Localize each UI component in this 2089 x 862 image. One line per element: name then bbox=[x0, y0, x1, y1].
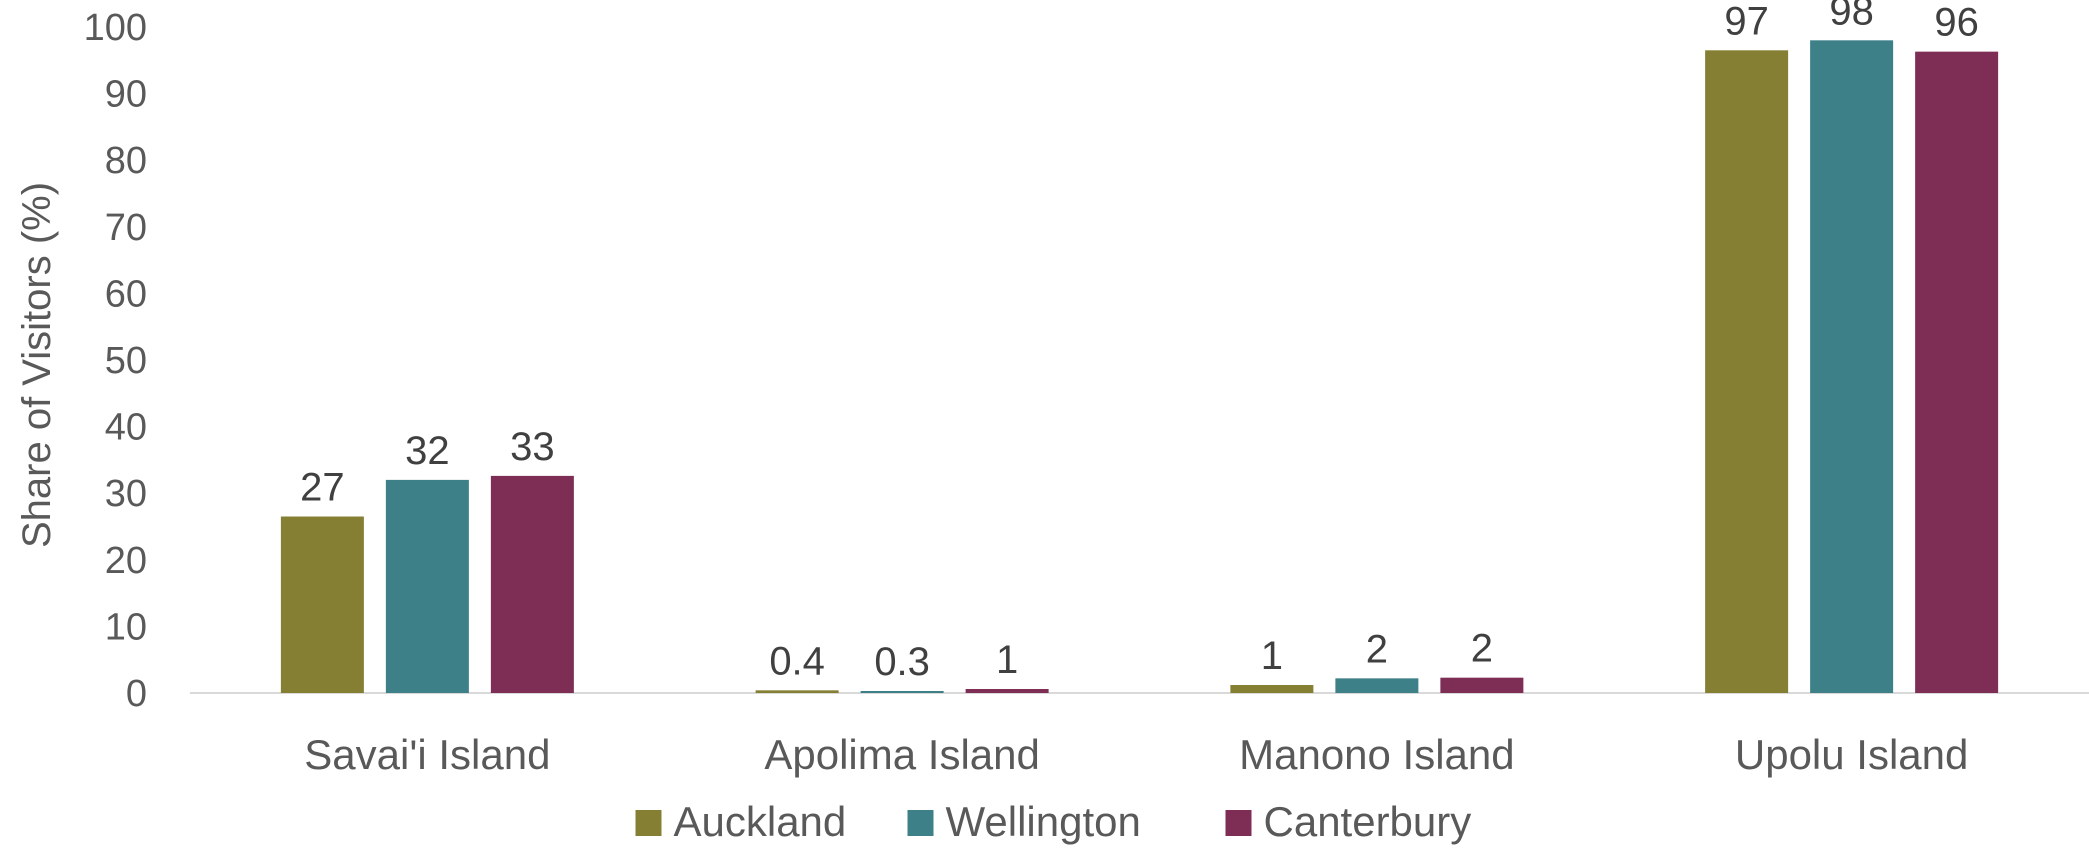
bar-canterbury bbox=[1915, 51, 1999, 694]
bar-canterbury bbox=[965, 689, 1049, 693]
category-labels-group: Savai'i Island Apolima Island Manono Islan… bbox=[304, 731, 1968, 778]
y-tick-label: 80 bbox=[105, 140, 147, 182]
y-tick-label: 0 bbox=[126, 673, 147, 715]
legend-swatch-wellington bbox=[907, 810, 934, 836]
y-tick-label: 70 bbox=[105, 207, 147, 249]
y-tick-label: 90 bbox=[105, 74, 147, 116]
data-label: 0.3 bbox=[874, 640, 930, 684]
bar-canterbury bbox=[1440, 677, 1524, 693]
bar-auckland bbox=[1705, 50, 1789, 694]
y-axis-ticks: 0 10 20 30 40 50 60 70 80 90 100 bbox=[84, 7, 147, 715]
x-category-label: Savai'i Island bbox=[304, 731, 550, 778]
data-label: 27 bbox=[300, 466, 345, 510]
y-tick-label: 10 bbox=[105, 606, 147, 648]
data-label: 2 bbox=[1366, 627, 1388, 671]
bars-group bbox=[280, 40, 1999, 694]
bar-auckland bbox=[280, 516, 364, 693]
x-category-label: Apolima Island bbox=[764, 731, 1039, 778]
legend-label-auckland: Auckland bbox=[674, 798, 847, 845]
y-tick-label: 30 bbox=[105, 473, 147, 515]
y-tick-label: 60 bbox=[105, 273, 147, 315]
y-axis-title: Share of Visitors (%) bbox=[15, 182, 59, 548]
bar-auckland bbox=[1230, 685, 1314, 693]
bar-wellington bbox=[1335, 678, 1419, 693]
data-label: 98 bbox=[1829, 0, 1874, 33]
data-label: 96 bbox=[1934, 1, 1979, 45]
bar-wellington bbox=[1810, 40, 1894, 693]
legend-swatch-auckland bbox=[635, 810, 662, 836]
legend-label-wellington: Wellington bbox=[946, 798, 1141, 845]
data-label: 1 bbox=[996, 638, 1018, 682]
data-label: 0.4 bbox=[769, 639, 825, 683]
legend-swatch-canterbury bbox=[1225, 810, 1252, 836]
y-tick-label: 100 bbox=[84, 7, 147, 49]
bar-auckland bbox=[755, 690, 839, 693]
legend-label-canterbury: Canterbury bbox=[1264, 798, 1472, 845]
data-label: 32 bbox=[405, 429, 450, 473]
y-tick-label: 50 bbox=[105, 340, 147, 382]
y-tick-label: 40 bbox=[105, 407, 147, 449]
x-category-label: Manono Island bbox=[1239, 731, 1515, 778]
data-labels-group: 27 32 33 0.4 0.3 1 1 2 2 97 98 96 bbox=[300, 0, 1979, 684]
data-label: 97 bbox=[1724, 0, 1769, 43]
legend: Auckland Wellington Canterbury bbox=[635, 798, 1472, 845]
y-tick-label: 20 bbox=[105, 540, 147, 582]
bar-wellington bbox=[860, 691, 944, 693]
x-category-label: Upolu Island bbox=[1735, 731, 1968, 778]
data-label: 2 bbox=[1471, 627, 1493, 671]
bar-wellington bbox=[385, 479, 469, 693]
data-label: 1 bbox=[1261, 634, 1283, 678]
bar-canterbury bbox=[490, 475, 574, 693]
data-label: 33 bbox=[510, 425, 555, 469]
